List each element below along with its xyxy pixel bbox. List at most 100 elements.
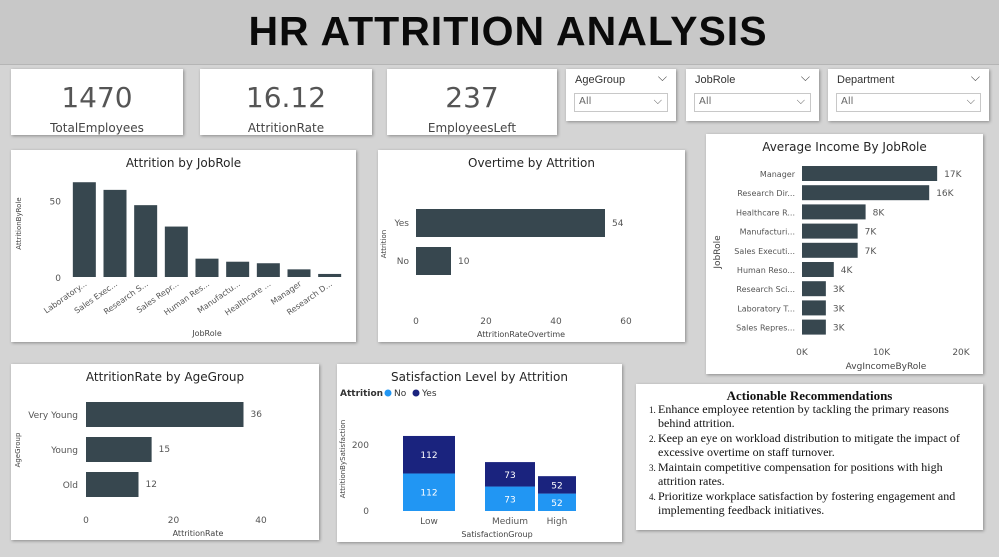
slicer-department: Department ⌵ All ⌵	[828, 69, 989, 121]
data-label: 73	[504, 495, 515, 505]
slicer-jobrole: JobRole ⌵ All ⌵	[686, 69, 819, 121]
y-tick-label: Old	[63, 481, 78, 491]
recommendations-title: Actionable Recommendations	[726, 388, 893, 403]
y-tick-label: No	[397, 257, 410, 267]
kpi-card-total-employees[interactable]: 1470 TotalEmployees	[11, 69, 183, 135]
x-axis-title: JobRole	[191, 329, 222, 338]
bar	[226, 261, 250, 277]
chevron-down-icon[interactable]: ⌵	[800, 70, 810, 84]
chart-canvas: 36 Very Young 15 Young 12 Old 0 20 40 AgeGroup Att…	[14, 402, 267, 538]
x-axis-title: AvgIncomeByRole	[846, 362, 927, 372]
x-tick-label: Medium	[492, 517, 528, 527]
bar	[416, 209, 605, 237]
chart-attritionrate-by-agegroup[interactable]: AttritionRate by AgeGroup 36 Very Young 15…	[11, 364, 319, 540]
x-tick-label: 20	[480, 317, 492, 327]
data-label: 7K	[865, 247, 878, 257]
y-axis-title: AgeGroup	[14, 432, 22, 467]
x-tick-label: 40	[550, 317, 562, 327]
recommendations-panel: Actionable Recommendations Enhance emplo…	[636, 384, 983, 530]
data-label: 73	[504, 471, 515, 481]
slicer-label: AgeGroup	[575, 74, 626, 86]
bar-segment	[403, 473, 455, 511]
legend-label: No	[394, 389, 407, 399]
slicer-value: All	[841, 96, 854, 107]
jobrole-dropdown[interactable]: All ⌵	[694, 93, 811, 112]
x-tick-label: 40	[255, 516, 267, 526]
kpi-label: AttritionRate	[247, 121, 325, 135]
y-tick-label: 50	[50, 198, 62, 208]
bar-segment	[403, 435, 455, 474]
data-label: 7K	[865, 228, 878, 238]
bar	[802, 242, 858, 258]
kpi-value: 16.12	[245, 81, 327, 114]
bar	[802, 185, 930, 201]
agegroup-dropdown[interactable]: All ⌵	[574, 93, 668, 112]
bar	[86, 437, 152, 462]
bar	[134, 205, 158, 277]
header-bar	[0, 0, 999, 65]
y-tick-label: Laboratory T...	[737, 304, 795, 313]
bar	[256, 263, 280, 277]
kpi-card-attrition-rate[interactable]: 16.12 AttritionRate	[200, 69, 372, 135]
data-label: 10	[458, 257, 470, 267]
y-axis-title: AttritionBySatisfaction	[339, 420, 347, 498]
bar	[318, 273, 342, 277]
kpi-label: TotalEmployees	[50, 121, 144, 135]
kpi-label: EmployeesLeft	[427, 121, 517, 135]
bar	[802, 300, 826, 316]
y-tick-label: Human Reso...	[737, 266, 795, 275]
recommendation-item: Maintain competitive compensation for po…	[658, 460, 975, 488]
y-tick-label: Yes	[393, 219, 409, 229]
data-label: 54	[612, 219, 624, 229]
slicer-value: All	[699, 96, 712, 107]
y-tick-label: Very Young	[28, 411, 78, 421]
y-tick-label: Research Sci...	[736, 285, 795, 294]
data-label: 17K	[944, 170, 962, 180]
slicer-agegroup: AgeGroup ⌵ All ⌵	[566, 69, 676, 121]
chevron-down-icon: ⌵	[653, 94, 662, 107]
chevron-down-icon[interactable]: ⌵	[657, 70, 667, 84]
x-tick-label: High	[547, 517, 568, 527]
y-tick-label: 200	[352, 441, 369, 451]
data-label: 52	[551, 481, 562, 491]
chart-title: Overtime by Attrition	[468, 156, 595, 170]
chart-canvas: Attrition No Yes 200 0 AttritionBySatisfactio…	[339, 389, 576, 539]
chart-title: Average Income By JobRole	[762, 140, 927, 154]
recommendation-item: Prioritize workplace satisfaction by fos…	[658, 489, 975, 517]
chevron-down-icon: ⌵	[966, 94, 975, 107]
x-tick-label: 0K	[796, 348, 809, 358]
y-tick-label: 0	[363, 507, 369, 517]
bar	[72, 182, 96, 277]
data-label: 3K	[833, 285, 846, 295]
y-axis-title: JobRole	[713, 235, 723, 270]
y-axis-title: Attrition	[380, 230, 388, 258]
x-axis-title: SatisfactionGroup	[461, 530, 532, 539]
chart-attrition-by-jobrole[interactable]: Attrition by JobRole 50 0 AttritionByRole L…	[11, 150, 356, 342]
data-label: 3K	[833, 324, 846, 334]
chevron-down-icon[interactable]: ⌵	[970, 70, 980, 84]
chevron-down-icon: ⌵	[796, 94, 805, 107]
data-label: 12	[146, 480, 157, 490]
x-tick-label: 0	[83, 516, 89, 526]
chart-average-income-by-jobrole[interactable]: Average Income By JobRole 17K Manager 16K R…	[706, 134, 983, 374]
chart-overtime-by-attrition[interactable]: Overtime by Attrition 54 Yes 10 No 0 20 40 60 At…	[378, 150, 685, 342]
department-dropdown[interactable]: All ⌵	[836, 93, 981, 112]
kpi-card-employees-left[interactable]: 237 EmployeesLeft	[387, 69, 557, 135]
slicer-value: All	[579, 96, 592, 107]
legend-label: Yes	[421, 389, 437, 399]
x-tick-label: 10K	[873, 348, 891, 358]
chart-satisfaction-by-attrition[interactable]: Satisfaction Level by Attrition Attritio…	[337, 364, 622, 542]
y-tick-label: Sales Executi...	[734, 247, 795, 256]
bar	[802, 281, 826, 297]
y-tick-label: Young	[50, 446, 78, 456]
data-label: 16K	[936, 189, 954, 199]
y-tick-label: Sales Repres...	[736, 324, 795, 333]
x-axis-title: AttritionRateOvertime	[477, 330, 565, 339]
chart-canvas: 17K Manager 16K Research Dir... 8K Healthcare…	[713, 166, 971, 372]
bar	[802, 204, 866, 220]
data-label: 112	[420, 451, 437, 461]
kpi-value: 237	[445, 81, 499, 114]
recommendations-list: Enhance employee retention by tackling t…	[642, 402, 975, 518]
x-tick-label: Low	[420, 517, 438, 527]
